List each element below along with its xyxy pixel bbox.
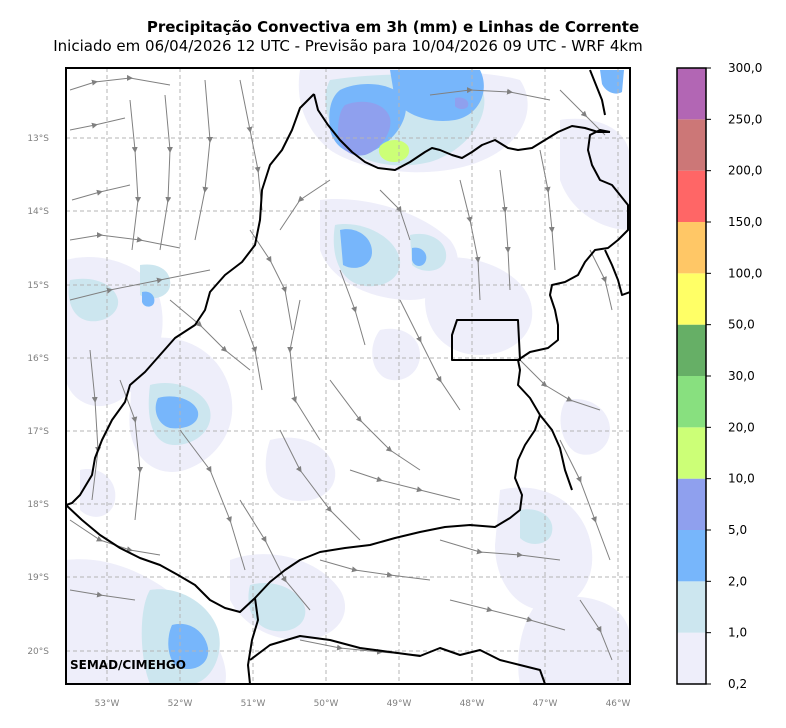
lon-label: 53°W [95,699,120,709]
lon-label: 52°W [168,699,193,709]
map-frame [65,67,631,685]
goias-border-north [313,93,610,171]
goias-border-south [66,359,541,613]
colorbar-labels: 0,2 1,0 2,0 5,0 10,0 20,0 30,0 50,0 100,0 150,0 20… [706,61,762,691]
colorbar-level-label: 2,0 [728,574,747,588]
colorbar-level-label: 0,2 [728,677,747,691]
colorbar-level-label: 300,0 [728,61,762,75]
state-boundaries [66,69,630,684]
border-se [539,414,573,491]
goias-border-east [517,129,629,361]
colorbar-level-label: 30,0 [728,369,755,383]
lon-label: 46°W [606,699,631,709]
goias-border [66,93,315,506]
colorbar-level-label: 200,0 [728,164,762,178]
lat-label: 13°S [27,134,49,144]
lat-label: 19°S [27,573,49,583]
precip-10mm [378,140,410,162]
colorbar: 0,2 1,0 2,0 5,0 10,0 20,0 30,0 50,0 100,0 150,0 20… [676,61,762,691]
lon-label: 51°W [241,699,266,709]
map-title: Precipitação Convectiva em 3h (mm) e Lin… [146,18,640,36]
longitude-labels: 53°W 52°W 51°W 50°W 49°W 48°W 47°W 46°W [95,699,631,709]
colorbar-swatch [677,170,706,222]
colorbar-level-label: 250,0 [728,112,762,126]
lon-label: 50°W [314,699,339,709]
colorbar-swatch [677,324,706,376]
lon-label: 49°W [387,699,412,709]
latitude-labels: 13°S 14°S 15°S 16°S 17°S 18°S 19°S 20°S [27,134,49,657]
border-south-2 [249,635,546,684]
colorbar-swatch [677,119,706,171]
colorbar-swatch [677,68,706,120]
mg-border [247,597,259,684]
map-subtitle: Iniciado em 06/04/2026 12 UTC - Previsão… [53,37,643,55]
lat-label: 16°S [27,354,49,364]
colorbar-swatch [677,376,706,428]
colorbar-swatch [677,581,706,633]
colorbar-level-label: 5,0 [728,523,747,537]
colorbar-swatch [677,632,706,684]
border-e [604,249,630,296]
df-border [451,319,521,361]
precip-5mm [338,97,469,156]
border-ne [589,69,606,116]
colorbar-level-label: 50,0 [728,318,755,332]
credit-label: SEMAD/CIMEHGO [70,658,186,672]
colorbar-level-label: 10,0 [728,472,755,486]
colorbar-swatch [677,427,706,479]
colorbar-swatches [677,68,706,684]
lat-label: 20°S [27,647,49,657]
lat-label: 17°S [27,427,49,437]
colorbar-swatch [677,478,706,530]
colorbar-swatch [677,530,706,582]
colorbar-swatch [677,273,706,325]
lon-label: 47°W [533,699,558,709]
colorbar-level-label: 20,0 [728,420,755,434]
lat-label: 15°S [27,281,49,291]
streamlines [69,74,613,661]
lon-label: 48°W [460,699,485,709]
colorbar-level-label: 150,0 [728,215,762,229]
colorbar-swatch [677,222,706,274]
colorbar-level-label: 1,0 [728,626,747,640]
colorbar-level-label: 100,0 [728,266,762,280]
lat-label: 18°S [27,500,49,510]
lat-label: 14°S [27,207,49,217]
